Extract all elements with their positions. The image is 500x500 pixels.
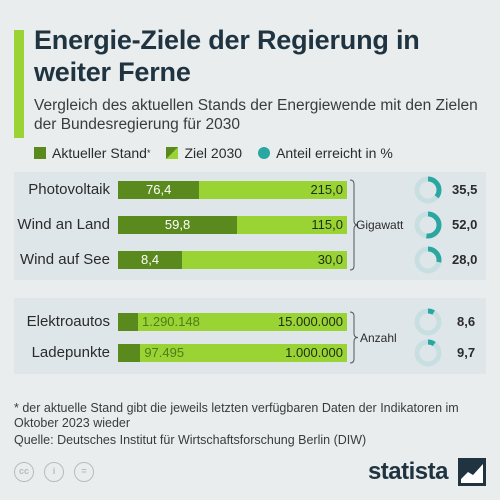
- brand-name[interactable]: statista: [367, 458, 449, 485]
- group-brace-path: [350, 311, 359, 364]
- legend-current-label: Aktueller Stand: [52, 145, 147, 161]
- footnote: * der aktuelle Stand gibt die jeweils le…: [14, 401, 459, 430]
- share-ring: [414, 339, 442, 367]
- share-ring: [414, 246, 442, 274]
- current-value-label: 59,8: [164, 217, 191, 232]
- row-label: Elektroautos: [26, 313, 110, 330]
- legend-share-swatch: [258, 147, 271, 159]
- title-accent-bar: [14, 30, 24, 138]
- cc-icon[interactable]: cc: [14, 462, 34, 482]
- share-ring: [414, 308, 442, 336]
- unit-label: Gigawatt: [356, 218, 404, 232]
- target-bar: [118, 313, 347, 331]
- group-brace: [350, 179, 359, 271]
- legend-share: Anteil erreicht in %: [258, 145, 393, 161]
- current-bar: [118, 181, 200, 199]
- current-value-label: 76,4: [146, 182, 172, 197]
- target-bar: [118, 344, 347, 362]
- share-ring-fill: [414, 339, 442, 367]
- share-value-label: 28,0: [452, 252, 478, 267]
- current-value-label: 97.495: [144, 345, 185, 360]
- row-label: Wind an Land: [17, 216, 110, 233]
- share-ring-track: [414, 339, 442, 367]
- share-ring: [414, 211, 442, 239]
- group-brace: [350, 311, 359, 364]
- legend-current-swatch: [34, 147, 46, 159]
- current-value-label: 8,4: [141, 252, 160, 267]
- legend: Aktueller Stand * Ziel 2030 Anteil erreic…: [34, 145, 409, 161]
- legend-target-swatch: [166, 147, 179, 159]
- share-ring: [414, 176, 442, 204]
- share-value-label: 8,6: [457, 314, 476, 329]
- chart-title: Energie-Ziele der Regierung in weiter Fe…: [34, 25, 420, 87]
- share-ring-track: [414, 308, 442, 336]
- share-ring-fill: [414, 176, 442, 204]
- group-brace-path: [350, 179, 359, 271]
- legend-current-mark: *: [146, 148, 151, 158]
- legend-target-label: Ziel 2030: [184, 145, 243, 161]
- legend-current: Aktueller Stand *: [34, 145, 150, 161]
- current-bar: [118, 251, 183, 269]
- source: Quelle: Deutsches Institut für Wirtschaf…: [14, 433, 367, 447]
- row-label: Photovoltaik: [28, 181, 110, 198]
- current-bar: [118, 216, 238, 234]
- share-value-label: 35,5: [452, 182, 478, 197]
- share-ring-fill: [414, 246, 442, 274]
- row-label: Ladepunkte: [31, 344, 110, 361]
- unit-label: Anzahl: [360, 330, 397, 345]
- share-ring-fill: [414, 211, 442, 239]
- target-value-label: 215,0: [310, 182, 343, 197]
- share-value-label: 9,7: [457, 345, 476, 360]
- legend-target: Ziel 2030: [166, 145, 242, 161]
- brand-logo-icon[interactable]: [458, 458, 486, 486]
- person-icon[interactable]: i: [44, 462, 64, 482]
- current-bar: [118, 344, 141, 362]
- equals-icon[interactable]: =: [74, 462, 94, 482]
- target-value-label: 1.000.000: [285, 345, 343, 360]
- legend-share-label: Anteil erreicht in %: [276, 145, 393, 161]
- target-value-label: 15.000.000: [277, 314, 343, 329]
- target-value-label: 115,0: [311, 217, 343, 232]
- share-value-label: 52,0: [452, 217, 478, 232]
- row-label: Wind auf See: [19, 251, 110, 268]
- current-bar: [118, 313, 138, 331]
- chart-subtitle: Vergleich des aktuellen Stands der Energ…: [34, 97, 478, 133]
- share-ring-fill: [414, 308, 442, 336]
- target-value-label: 30,0: [317, 252, 343, 267]
- current-value-label: 1.290.148: [142, 314, 200, 329]
